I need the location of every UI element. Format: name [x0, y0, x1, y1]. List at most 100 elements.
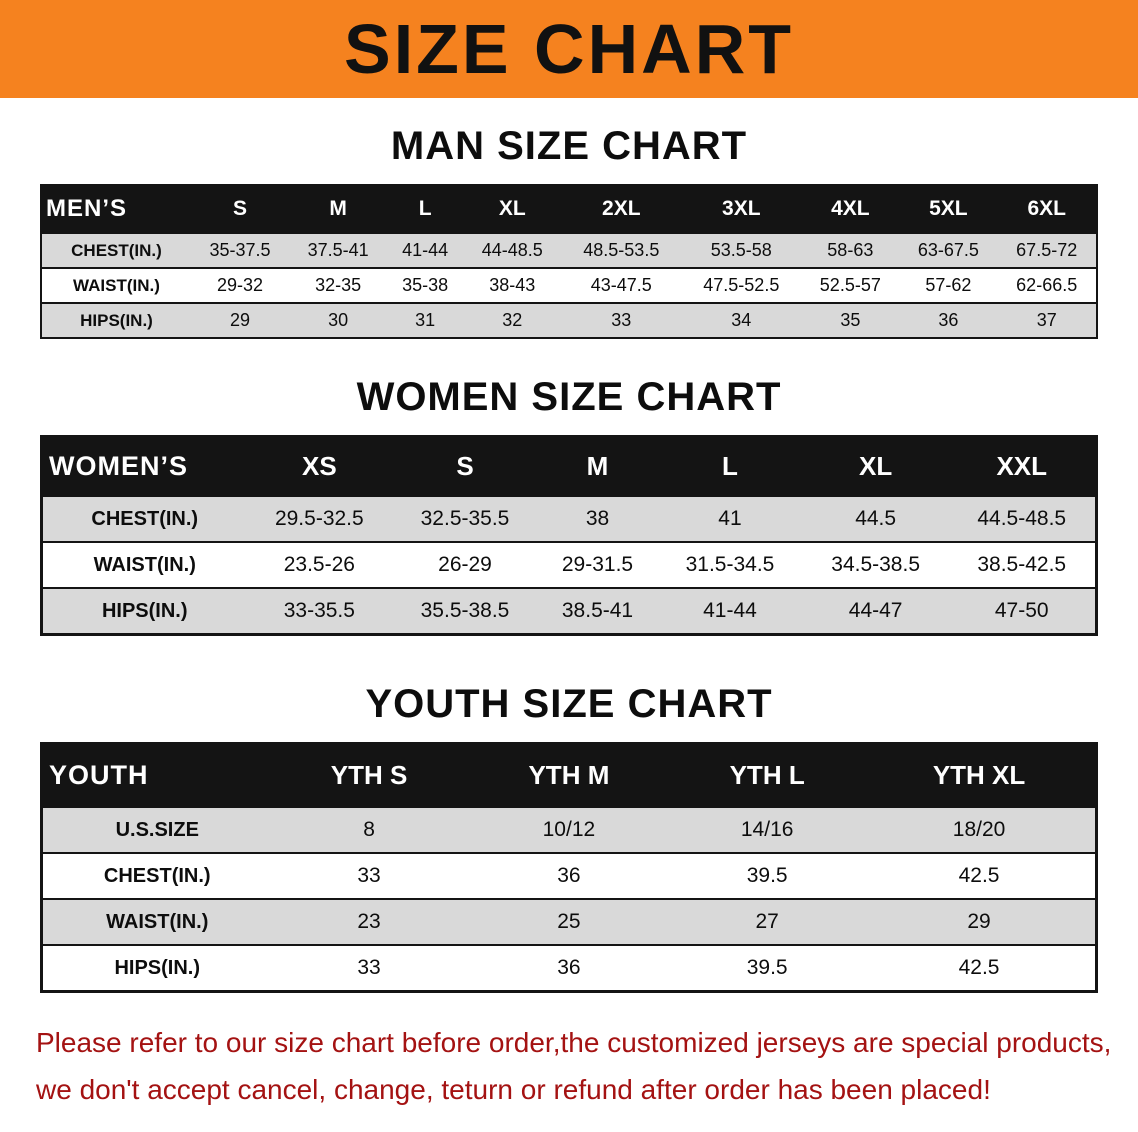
- row-label: WAIST(IN.): [106, 910, 209, 933]
- size-value: 67.5-72: [1016, 240, 1078, 260]
- size-column-header: S: [456, 451, 474, 481]
- size-value: 30: [328, 310, 349, 330]
- table-title-cell: MEN’S: [46, 195, 128, 222]
- measurement-row: HIPS(IN.) 33 36 39.5 42.5: [41, 945, 1097, 992]
- page-title: SIZE CHART: [344, 10, 794, 88]
- size-value: 33: [357, 956, 381, 979]
- row-label: WAIST(IN.): [93, 553, 196, 576]
- row-label: CHEST(IN.): [91, 507, 199, 530]
- men-size-table: MEN’S S M L XL 2XL 3XL 4XL 5XL 6XL CHEST(IN.) 35-37…: [40, 184, 1098, 339]
- women-size-section: WOMEN SIZE CHART WOMEN’S XS S M L XL XXL CHEST(…: [0, 375, 1138, 636]
- size-value: 29: [230, 310, 251, 330]
- size-value: 34.5-38.5: [831, 553, 921, 576]
- size-value: 48.5-53.5: [583, 240, 660, 260]
- size-value: 38: [585, 507, 610, 530]
- size-column-header: XXL: [996, 451, 1048, 481]
- size-value: 27: [755, 910, 779, 933]
- size-value: 32: [502, 310, 523, 330]
- measurement-row: CHEST(IN.) 33 36 39.5 42.5: [41, 853, 1097, 899]
- table-header-row: WOMEN’S XS S M L XL XXL: [41, 436, 1097, 496]
- size-column-header: L: [418, 197, 432, 220]
- row-label: CHEST(IN.): [71, 240, 162, 260]
- size-column-header: YTH M: [528, 760, 610, 790]
- row-label: HIPS(IN.): [80, 310, 153, 330]
- size-value: 57-62: [925, 275, 972, 295]
- measurement-row: HIPS(IN.) 33-35.5 35.5-38.5 38.5-41 41-44 44-…: [41, 588, 1097, 635]
- size-value: 44.5-48.5: [977, 507, 1067, 530]
- youth-size-table: YOUTH YTH S YTH M YTH L YTH XL U.S.SIZE 8 10/12…: [40, 742, 1098, 993]
- measurement-row: WAIST(IN.) 23 25 27 29: [41, 899, 1097, 945]
- row-label: CHEST(IN.): [103, 864, 211, 887]
- size-value: 23: [357, 910, 381, 933]
- size-value: 18/20: [952, 818, 1006, 841]
- size-value: 41: [718, 507, 742, 530]
- row-label: WAIST(IN.): [73, 275, 160, 295]
- youth-section-heading: YOUTH SIZE CHART: [365, 682, 773, 726]
- measurement-row: WAIST(IN.) 29-32 32-35 35-38 38-43 43-47.5 47.…: [41, 268, 1097, 303]
- size-column-header: XL: [859, 451, 893, 481]
- size-value: 32-35: [315, 275, 362, 295]
- size-value: 29.5-32.5: [274, 507, 364, 530]
- size-value: 25: [557, 910, 581, 933]
- row-label: HIPS(IN.): [114, 956, 201, 979]
- size-value: 14/16: [740, 818, 794, 841]
- measurement-row: WAIST(IN.) 23.5-26 26-29 29-31.5 31.5-34.5 34…: [41, 542, 1097, 588]
- women-section-heading: WOMEN SIZE CHART: [356, 375, 782, 419]
- size-value: 47.5-52.5: [703, 275, 780, 295]
- size-value: 36: [938, 310, 959, 330]
- size-value: 35-38: [402, 275, 449, 295]
- size-value: 26-29: [438, 553, 492, 576]
- size-column-header: 6XL: [1027, 197, 1066, 220]
- size-value: 39.5: [746, 864, 788, 887]
- size-column-header: 5XL: [929, 197, 968, 220]
- size-column-header: M: [329, 197, 347, 220]
- table-title-cell: WOMEN’S: [49, 451, 188, 481]
- women-size-table: WOMEN’S XS S M L XL XXL CHEST(IN.) 29.5-32.5 32.5…: [40, 435, 1098, 636]
- size-value: 38.5-42.5: [977, 553, 1067, 576]
- size-value: 41-44: [402, 240, 449, 260]
- size-value: 10/12: [542, 818, 596, 841]
- men-section-heading: MAN SIZE CHART: [390, 124, 748, 168]
- size-value: 44.5: [855, 507, 897, 530]
- size-column-header: M: [586, 451, 609, 481]
- size-value: 36: [557, 864, 581, 887]
- size-value: 42.5: [958, 956, 1000, 979]
- size-value: 52.5-57: [819, 275, 881, 295]
- size-value: 37.5-41: [307, 240, 369, 260]
- size-value: 36: [557, 956, 581, 979]
- size-value: 35-37.5: [209, 240, 271, 260]
- size-value: 53.5-58: [710, 240, 772, 260]
- size-column-header: S: [233, 197, 248, 220]
- size-value: 31: [415, 310, 436, 330]
- size-value: 31.5-34.5: [685, 553, 775, 576]
- size-value: 38-43: [489, 275, 536, 295]
- size-value: 33-35.5: [283, 599, 355, 622]
- row-label: HIPS(IN.): [101, 599, 188, 622]
- size-value: 33: [611, 310, 632, 330]
- size-value: 33: [357, 864, 381, 887]
- size-column-header: 2XL: [602, 197, 641, 220]
- size-value: 62-66.5: [1016, 275, 1078, 295]
- size-column-header: 3XL: [722, 197, 761, 220]
- disclaimer-line-1: Please refer to our size chart before or…: [36, 1027, 1112, 1058]
- table-title-cell: YOUTH: [49, 760, 149, 790]
- row-label: U.S.SIZE: [115, 818, 199, 841]
- men-size-section: MAN SIZE CHART MEN’S S M L XL 2XL 3XL 4XL 5XL 6XL…: [0, 124, 1138, 339]
- size-column-header: YTH L: [729, 760, 805, 790]
- size-value: 29: [967, 910, 991, 933]
- measurement-row: HIPS(IN.) 29 30 31 32 33 34 35 36 37: [41, 303, 1097, 338]
- size-value: 29-31.5: [561, 553, 634, 576]
- size-value: 39.5: [746, 956, 788, 979]
- size-value: 32.5-35.5: [420, 507, 510, 530]
- size-value: 23.5-26: [283, 553, 355, 576]
- table-header-row: MEN’S S M L XL 2XL 3XL 4XL 5XL 6XL: [41, 185, 1097, 233]
- youth-size-section: YOUTH SIZE CHART YOUTH YTH S YTH M YTH L YTH…: [0, 682, 1138, 993]
- size-value: 29-32: [217, 275, 264, 295]
- size-value: 38.5-41: [561, 599, 634, 622]
- size-column-header: XS: [301, 451, 337, 481]
- table-header-row: YOUTH YTH S YTH M YTH L YTH XL: [41, 743, 1097, 807]
- size-column-header: 4XL: [831, 197, 870, 220]
- size-value: 35: [840, 310, 861, 330]
- size-column-header: L: [722, 451, 738, 481]
- measurement-row: U.S.SIZE 8 10/12 14/16 18/20: [41, 807, 1097, 853]
